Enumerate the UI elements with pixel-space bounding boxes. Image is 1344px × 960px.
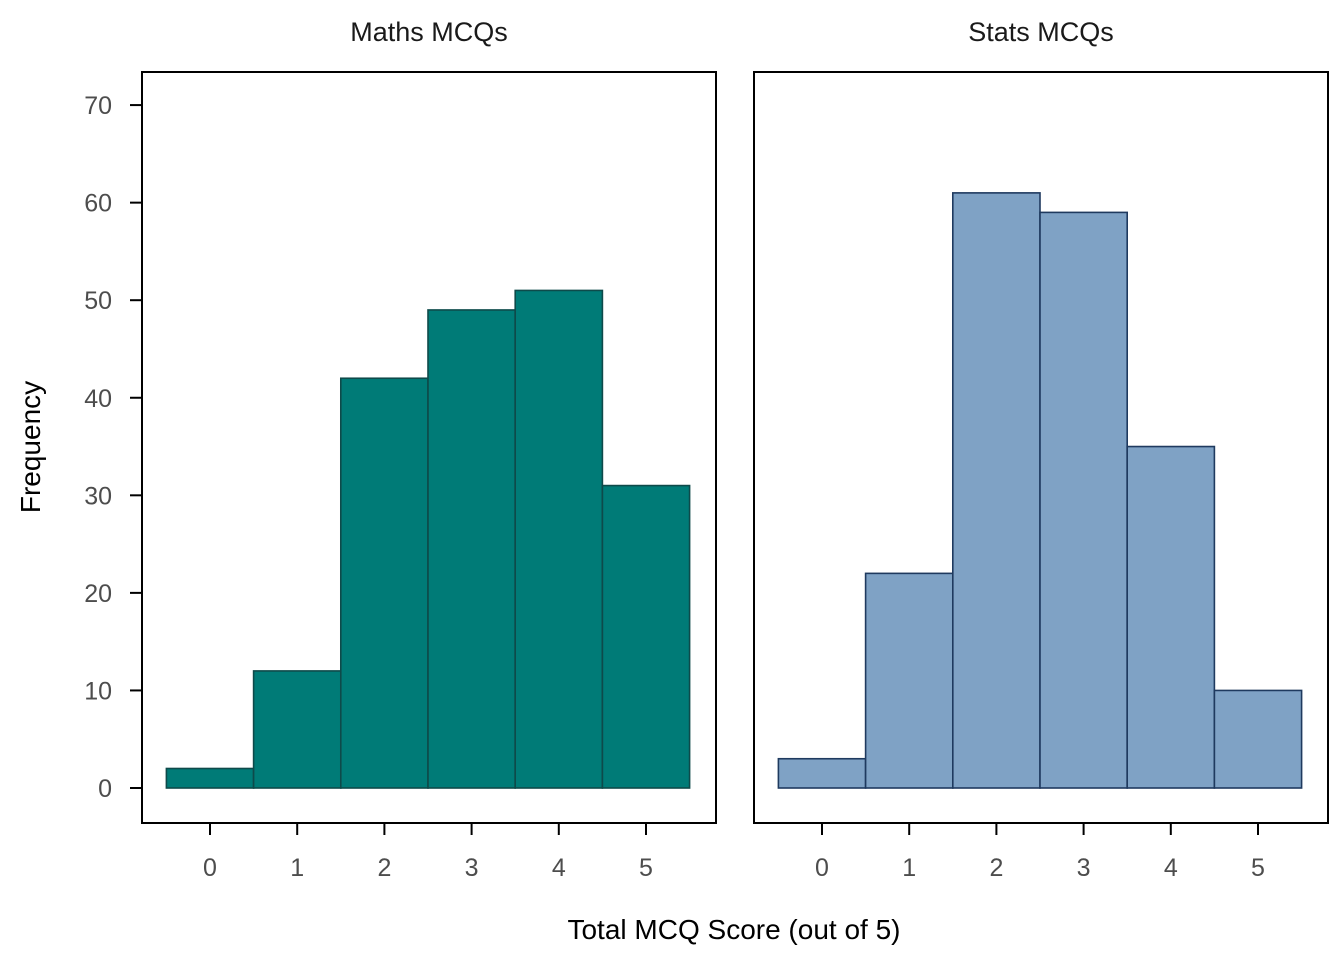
histogram-bar <box>951 192 1041 789</box>
y-tick-label: 0 <box>98 775 112 803</box>
histogram-bar <box>427 309 516 789</box>
panel-border <box>753 71 1329 824</box>
y-axis-title: Frequency <box>15 381 46 513</box>
histogram-bar <box>339 377 429 789</box>
histogram-bar <box>864 572 954 789</box>
histogram-bar <box>252 670 342 789</box>
histogram-bar <box>1213 689 1303 789</box>
y-tick-label: 10 <box>84 677 112 705</box>
x-tick-label: 5 <box>1251 854 1265 882</box>
facet-title: Stats MCQs <box>968 17 1114 47</box>
histogram-bar <box>1126 445 1216 789</box>
x-tick-label: 3 <box>465 854 479 882</box>
x-tick-label: 3 <box>1077 854 1091 882</box>
x-tick-label: 0 <box>203 854 217 882</box>
x-tick-label: 5 <box>639 854 653 882</box>
facet-panel-2: Stats MCQs 0 1 2 3 4 5 <box>753 17 1329 882</box>
y-tick-label: 60 <box>84 190 112 218</box>
x-tick-label: 4 <box>552 854 566 882</box>
x-tick-label: 1 <box>902 854 916 882</box>
y-tick-label: 70 <box>84 92 112 120</box>
x-tick-label: 2 <box>989 854 1003 882</box>
histogram-bar <box>601 484 691 789</box>
y-tick-label: 50 <box>84 287 112 315</box>
facet-title: Maths MCQs <box>350 17 508 47</box>
y-tick-label: 40 <box>84 385 112 413</box>
x-tick-label: 1 <box>290 854 304 882</box>
histogram-bar <box>1039 211 1128 789</box>
x-tick-label: 0 <box>815 854 829 882</box>
x-axis-title: Total MCQ Score (out of 5) <box>567 914 900 945</box>
y-tick-label: 20 <box>84 580 112 608</box>
x-tick-label: 4 <box>1164 854 1178 882</box>
histogram-bar <box>165 767 255 789</box>
panel-border <box>141 71 717 824</box>
y-tick-label: 30 <box>84 482 112 510</box>
histogram-bar <box>514 289 604 789</box>
histogram-bar <box>777 757 867 789</box>
x-tick-label: 2 <box>377 854 391 882</box>
